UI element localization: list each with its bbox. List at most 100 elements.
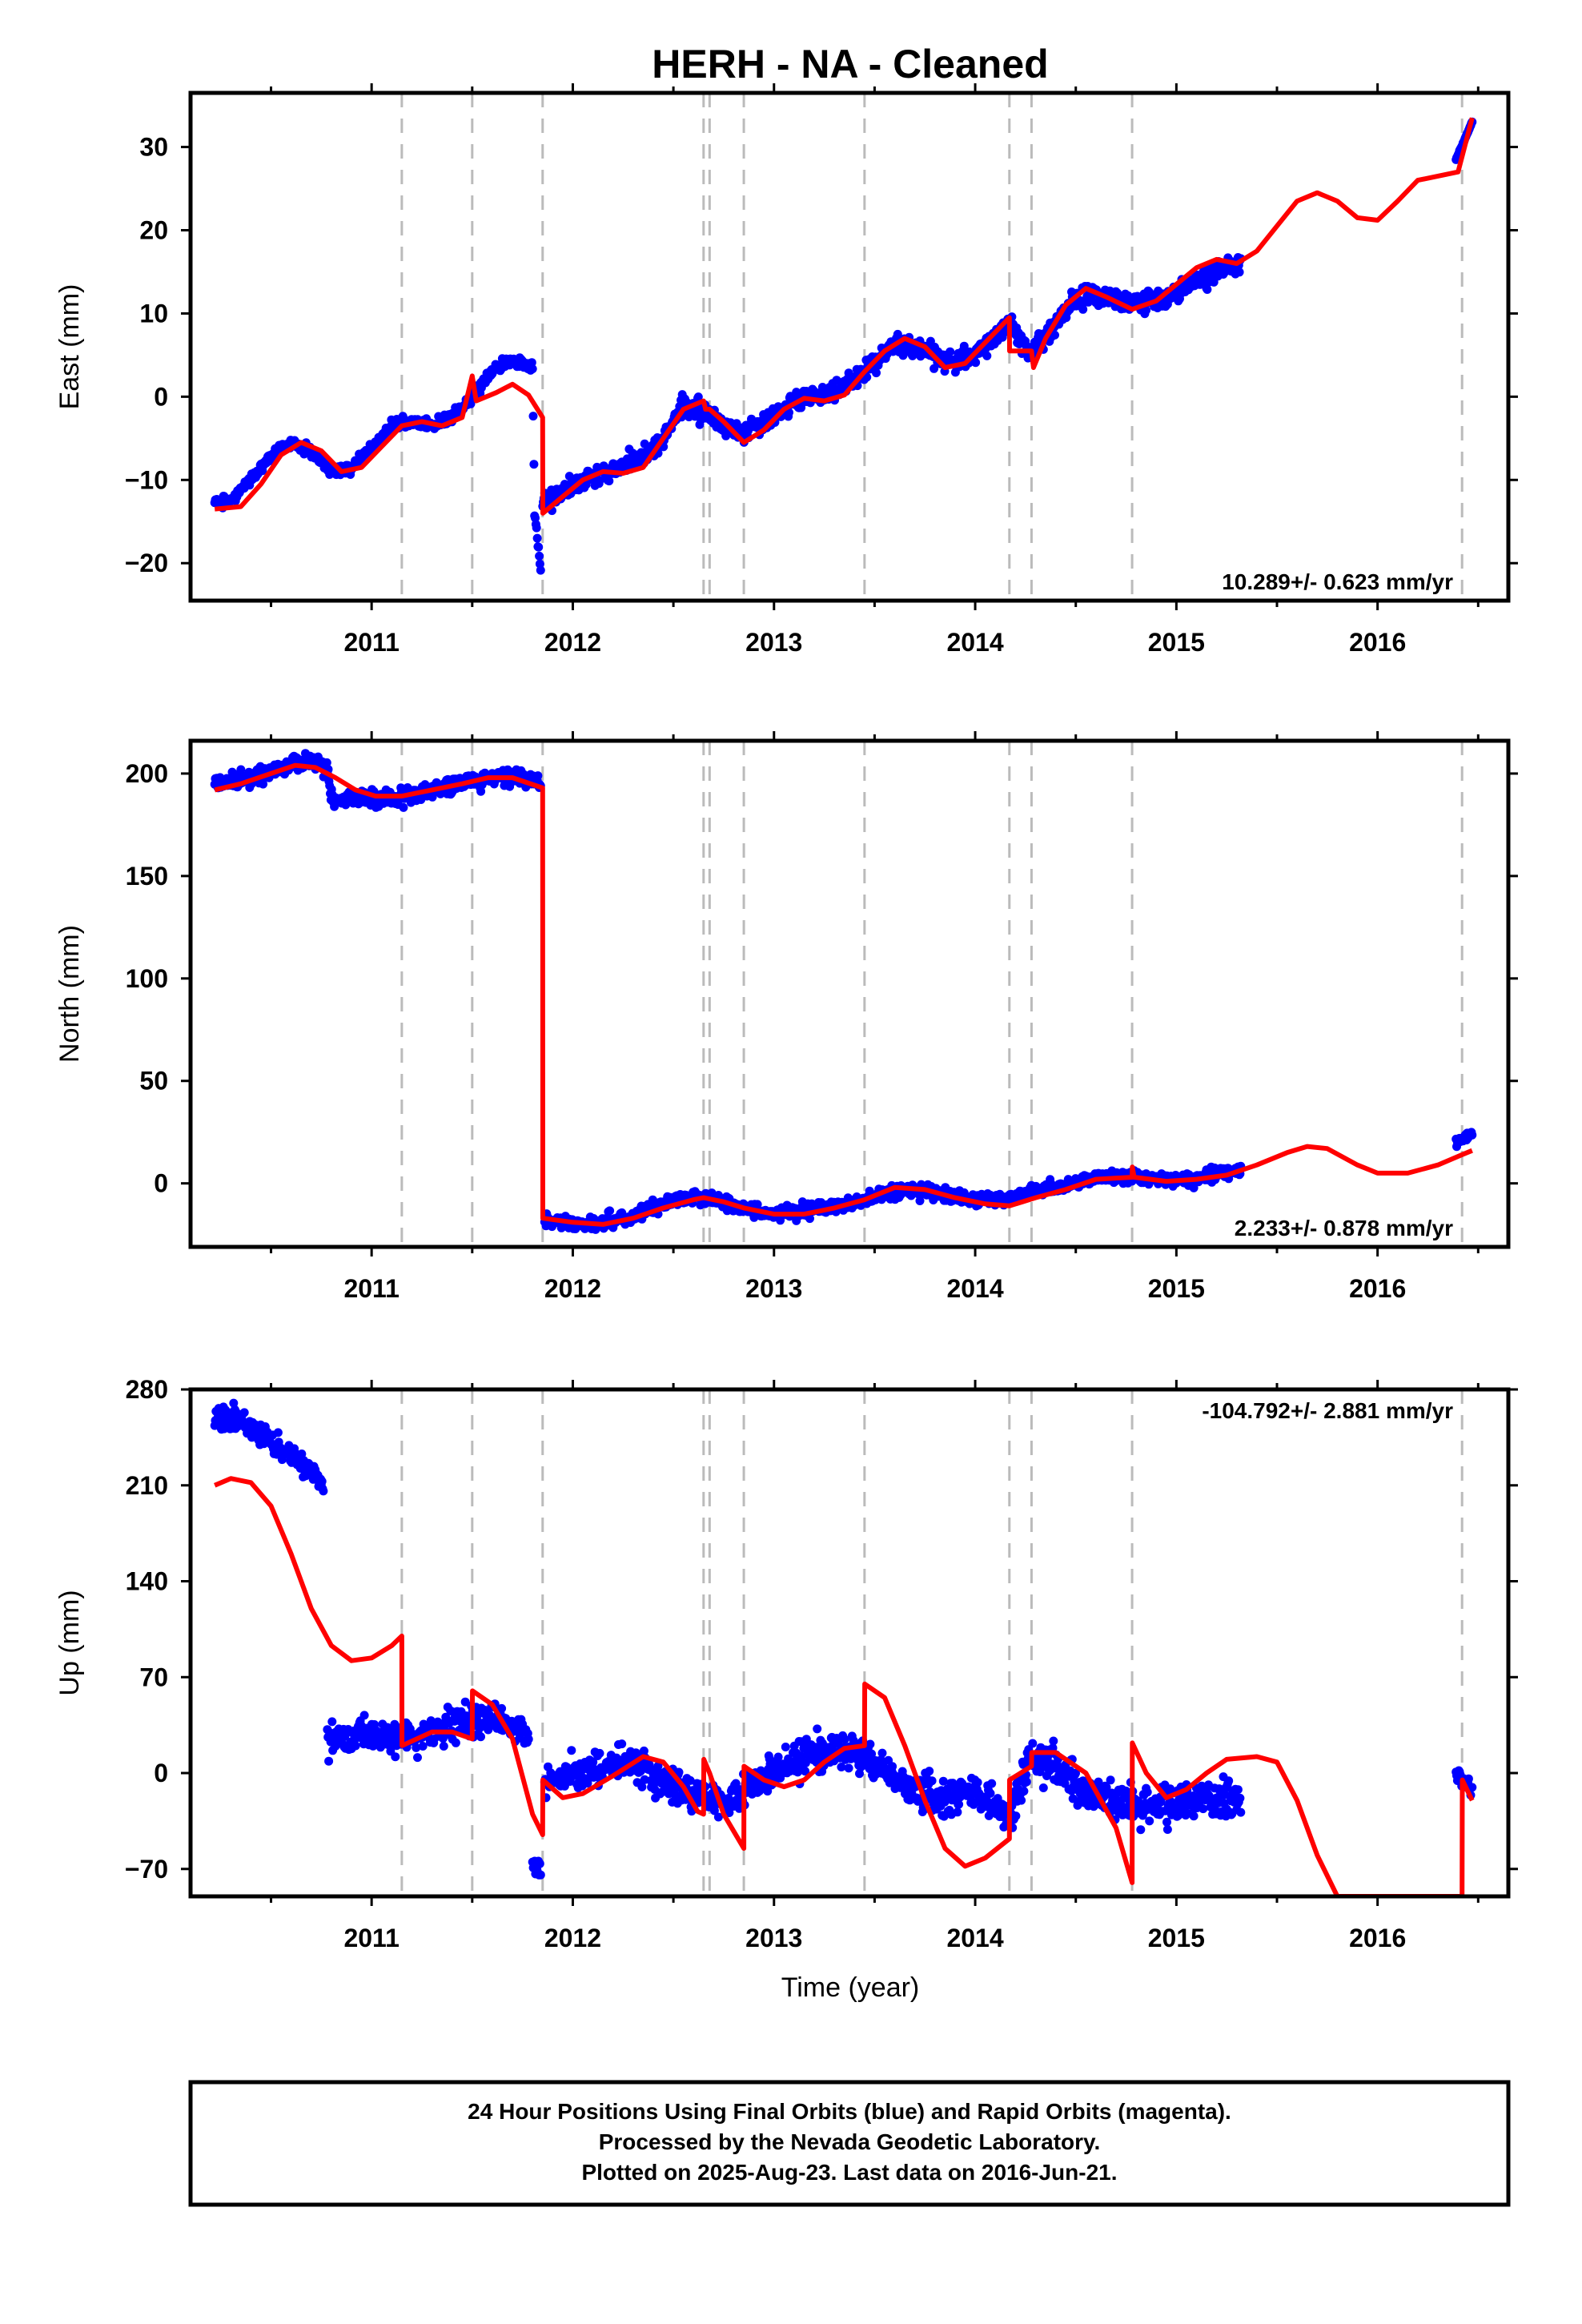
- data-point: [1236, 1807, 1246, 1817]
- x-tick-label: 2012: [544, 1274, 601, 1303]
- data-point: [805, 1214, 814, 1224]
- data-point: [595, 476, 604, 485]
- data-point: [867, 1749, 877, 1759]
- data-point: [1019, 1787, 1029, 1796]
- x-tick-label: 2013: [745, 1274, 802, 1303]
- data-point: [709, 1806, 719, 1815]
- data-point: [1162, 1817, 1171, 1827]
- data-point: [363, 1734, 373, 1743]
- data-point: [844, 1763, 853, 1773]
- data-point: [1038, 1783, 1048, 1792]
- footer-box: 24 Hour Positions Using Final Orbits (bl…: [188, 2080, 1511, 2207]
- y-tick-label: 70: [139, 1663, 168, 1691]
- chart-title: HERH - NA - Cleaned: [652, 42, 1048, 86]
- data-point: [528, 364, 537, 374]
- x-tick-label: 2016: [1349, 1924, 1406, 1952]
- data-point: [1028, 1739, 1038, 1748]
- x-tick-label: 2011: [343, 628, 399, 657]
- model-fit-line: [214, 762, 1473, 1227]
- data-point: [1468, 1130, 1477, 1140]
- x-axis-title: Time (year): [781, 1972, 920, 2003]
- footer-frame: [188, 2080, 1511, 2207]
- data-point: [813, 1724, 822, 1734]
- data-point: [801, 1767, 810, 1776]
- data-point: [534, 542, 544, 552]
- model-fit-line: [214, 1476, 1475, 1896]
- x-tick-label: 2011: [343, 1274, 399, 1303]
- data-point: [953, 1807, 962, 1817]
- data-point: [418, 1742, 428, 1751]
- data-point: [412, 1743, 421, 1752]
- y-tick-label: 0: [154, 1759, 168, 1787]
- data-point: [1094, 1777, 1103, 1787]
- y-tick-label: 100: [126, 964, 168, 993]
- footer-line-3: Plotted on 2025-Aug-23. Last data on 201…: [581, 2160, 1117, 2185]
- data-point: [725, 1808, 734, 1817]
- y-tick-label: −70: [125, 1855, 168, 1884]
- x-tick-label: 2012: [544, 1924, 601, 1952]
- y-tick-label: 280: [126, 1375, 168, 1404]
- data-point: [351, 1741, 360, 1751]
- data-point: [317, 1477, 327, 1486]
- x-tick-label: 2015: [1148, 1924, 1205, 1952]
- data-point: [1142, 1787, 1152, 1797]
- data-point: [1050, 330, 1059, 340]
- data-point: [1106, 1775, 1115, 1785]
- data-point: [982, 351, 992, 360]
- data-point: [1011, 1811, 1021, 1821]
- data-point: [781, 1743, 790, 1751]
- data-point: [528, 412, 538, 421]
- panel-frame: [188, 1387, 1511, 1899]
- observations: [210, 749, 1477, 1234]
- data-point: [930, 364, 939, 373]
- data-point: [1468, 1783, 1477, 1792]
- data-point: [1189, 1811, 1199, 1821]
- data-point: [239, 1408, 249, 1417]
- data-point: [674, 1767, 684, 1777]
- data-point: [604, 476, 614, 486]
- data-point: [753, 1200, 762, 1209]
- velocity-annotation: 2.233+/- 0.878 mm/yr: [1235, 1216, 1453, 1240]
- x-tick-label: 2015: [1148, 1274, 1205, 1303]
- panel-east: 2011 2012 2013 2014 2015 2016−20−100102030Eas…: [54, 83, 1518, 657]
- data-point: [595, 1748, 604, 1758]
- data-point: [1464, 1774, 1473, 1783]
- x-tick-label: 2012: [544, 628, 601, 657]
- footer-line-1: 24 Hour Positions Using Final Orbits (bl…: [468, 2099, 1231, 2124]
- y-tick-label: 10: [139, 299, 168, 328]
- data-point: [1145, 1816, 1154, 1826]
- data-point: [1235, 1793, 1245, 1803]
- data-point: [784, 1754, 793, 1763]
- data-point: [927, 1776, 937, 1786]
- x-tick-label: 2015: [1148, 628, 1205, 657]
- x-tick-label: 2013: [745, 1924, 802, 1952]
- data-point: [476, 786, 486, 796]
- data-point: [893, 329, 902, 339]
- data-point: [685, 1775, 695, 1785]
- data-point: [319, 1486, 328, 1496]
- data-point: [476, 1732, 485, 1742]
- data-point: [1022, 1777, 1031, 1787]
- data-point: [532, 523, 541, 533]
- data-point: [529, 460, 539, 469]
- data-point: [938, 1776, 948, 1786]
- data-point: [322, 758, 331, 767]
- data-point: [840, 1735, 849, 1744]
- data-point: [888, 1762, 897, 1771]
- data-point: [532, 533, 542, 543]
- velocity-annotation: -104.792+/- 2.881 mm/yr: [1202, 1398, 1453, 1423]
- y-tick-label: −20: [125, 549, 168, 577]
- panel-frame: [188, 90, 1511, 603]
- data-point: [399, 802, 408, 812]
- data-point: [837, 1763, 846, 1771]
- data-point: [914, 1796, 924, 1806]
- data-point: [533, 771, 543, 781]
- data-point: [535, 1859, 544, 1868]
- y-tick-label: 200: [126, 759, 168, 788]
- data-point: [1017, 1795, 1026, 1805]
- data-point: [1049, 1736, 1058, 1746]
- data-point: [987, 1779, 997, 1788]
- data-point: [959, 341, 969, 351]
- y-axis-title: North (mm): [54, 925, 85, 1063]
